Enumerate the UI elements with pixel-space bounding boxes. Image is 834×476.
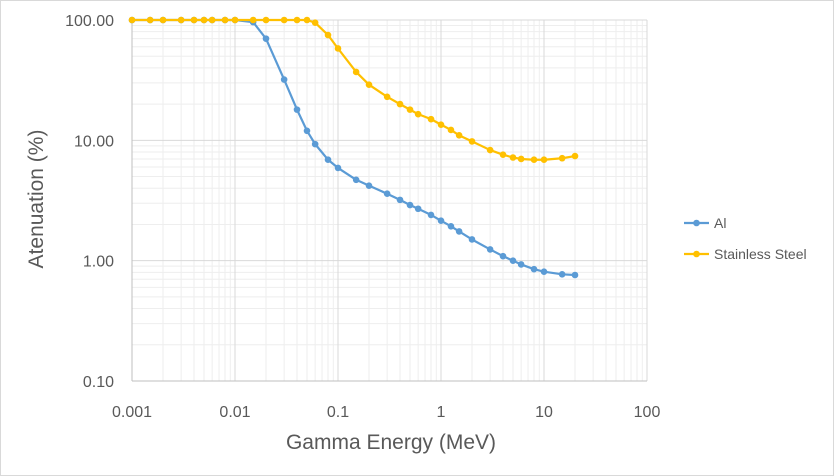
- y-tick-label: 0.10: [83, 374, 114, 391]
- y-tick-label: 100.00: [65, 13, 114, 30]
- data-point-al: [427, 211, 435, 219]
- x-tick-label: 100: [634, 404, 661, 421]
- data-point-al: [499, 252, 507, 260]
- data-point-al: [517, 261, 525, 268]
- data-point-al: [530, 265, 538, 273]
- axes: [131, 20, 647, 382]
- data-point-stainless-steel: [334, 45, 342, 52]
- data-point-stainless-steel: [396, 100, 404, 108]
- data-point-al: [383, 190, 391, 198]
- data-point-stainless-steel: [447, 126, 455, 134]
- data-point-stainless-steel: [303, 16, 311, 24]
- data-point-al: [558, 271, 566, 278]
- data-point-al: [365, 182, 373, 189]
- minor-gridlines: [132, 20, 647, 381]
- data-point-stainless-steel: [437, 121, 445, 128]
- data-point-stainless-steel: [324, 31, 332, 39]
- y-tick-labels: 100.00 10.00 1.00 0.10: [65, 13, 114, 391]
- series-stainless-steel: [128, 16, 579, 164]
- data-point-stainless-steel: [190, 16, 198, 24]
- data-point-stainless-steel: [383, 93, 391, 101]
- data-point-al: [324, 156, 332, 164]
- x-tick-label: 1: [437, 404, 446, 421]
- data-point-al: [311, 140, 319, 148]
- data-point-stainless-steel: [517, 155, 525, 163]
- y-tick-label: 10.00: [74, 133, 114, 150]
- data-point-stainless-steel: [406, 106, 414, 113]
- data-point-stainless-steel: [249, 16, 257, 24]
- data-point-stainless-steel: [208, 16, 216, 24]
- data-point-al: [455, 228, 463, 235]
- y-axis-title: Atenuation (%): [25, 130, 48, 269]
- data-point-stainless-steel: [558, 154, 566, 162]
- data-point-stainless-steel: [231, 16, 239, 24]
- data-point-al: [334, 164, 342, 172]
- data-point-stainless-steel: [540, 156, 548, 164]
- data-point-al: [406, 201, 414, 209]
- legend-label-stainless-steel: Stainless Steel: [714, 246, 807, 262]
- data-point-al: [571, 271, 579, 279]
- data-point-stainless-steel: [427, 115, 435, 123]
- data-point-al: [396, 196, 404, 204]
- data-point-al: [293, 106, 301, 113]
- data-point-al: [486, 246, 494, 253]
- data-point-stainless-steel: [293, 16, 301, 24]
- data-point-al: [352, 176, 360, 184]
- data-point-stainless-steel: [499, 151, 507, 158]
- data-point-stainless-steel: [128, 16, 136, 24]
- x-axis-title: Gamma Energy (MeV): [286, 431, 496, 454]
- data-point-stainless-steel: [455, 132, 463, 139]
- data-point-stainless-steel: [365, 81, 373, 88]
- data-point-al: [468, 236, 476, 243]
- legend-item-stainless-steel: Stainless Steel: [684, 246, 807, 262]
- data-point-stainless-steel: [280, 16, 288, 24]
- data-point-stainless-steel: [352, 68, 360, 76]
- series-line-stainless-steel: [132, 18, 576, 161]
- legend-marker-al: [693, 219, 700, 227]
- legend-item-al: Al: [684, 215, 726, 231]
- data-point-stainless-steel: [509, 154, 517, 161]
- legend: Al Stainless Steel: [684, 215, 807, 262]
- legend-label-al: Al: [714, 215, 726, 231]
- data-point-al: [280, 76, 288, 83]
- legend-marker-stainless-steel: [693, 250, 700, 258]
- data-point-al: [414, 205, 422, 213]
- series-layer: [128, 16, 579, 279]
- series-line-al: [132, 18, 576, 277]
- x-tick-label: 10: [535, 404, 553, 421]
- data-point-al: [509, 257, 517, 264]
- x-tick-labels: 0.001 0.01 0.1 1 10 100: [112, 404, 660, 421]
- data-point-stainless-steel: [177, 16, 185, 24]
- data-point-stainless-steel: [468, 138, 476, 145]
- data-point-stainless-steel: [146, 16, 154, 24]
- data-point-stainless-steel: [262, 16, 270, 24]
- data-point-stainless-steel: [571, 152, 579, 160]
- data-point-al: [540, 268, 548, 275]
- data-point-al: [262, 35, 270, 42]
- data-point-stainless-steel: [414, 110, 422, 118]
- x-tick-label: 0.01: [219, 404, 250, 421]
- data-point-al: [437, 217, 445, 224]
- data-point-stainless-steel: [200, 16, 208, 24]
- data-point-stainless-steel: [530, 156, 538, 164]
- major-gridlines: [131, 19, 648, 382]
- data-point-stainless-steel: [159, 16, 167, 24]
- data-point-stainless-steel: [311, 19, 319, 26]
- data-point-al: [303, 127, 311, 135]
- data-point-al: [447, 223, 455, 230]
- data-point-stainless-steel: [221, 16, 229, 24]
- y-tick-label: 1.00: [83, 254, 114, 271]
- x-tick-label: 0.001: [112, 404, 152, 421]
- x-tick-label: 0.1: [327, 404, 349, 421]
- data-point-stainless-steel: [486, 146, 494, 154]
